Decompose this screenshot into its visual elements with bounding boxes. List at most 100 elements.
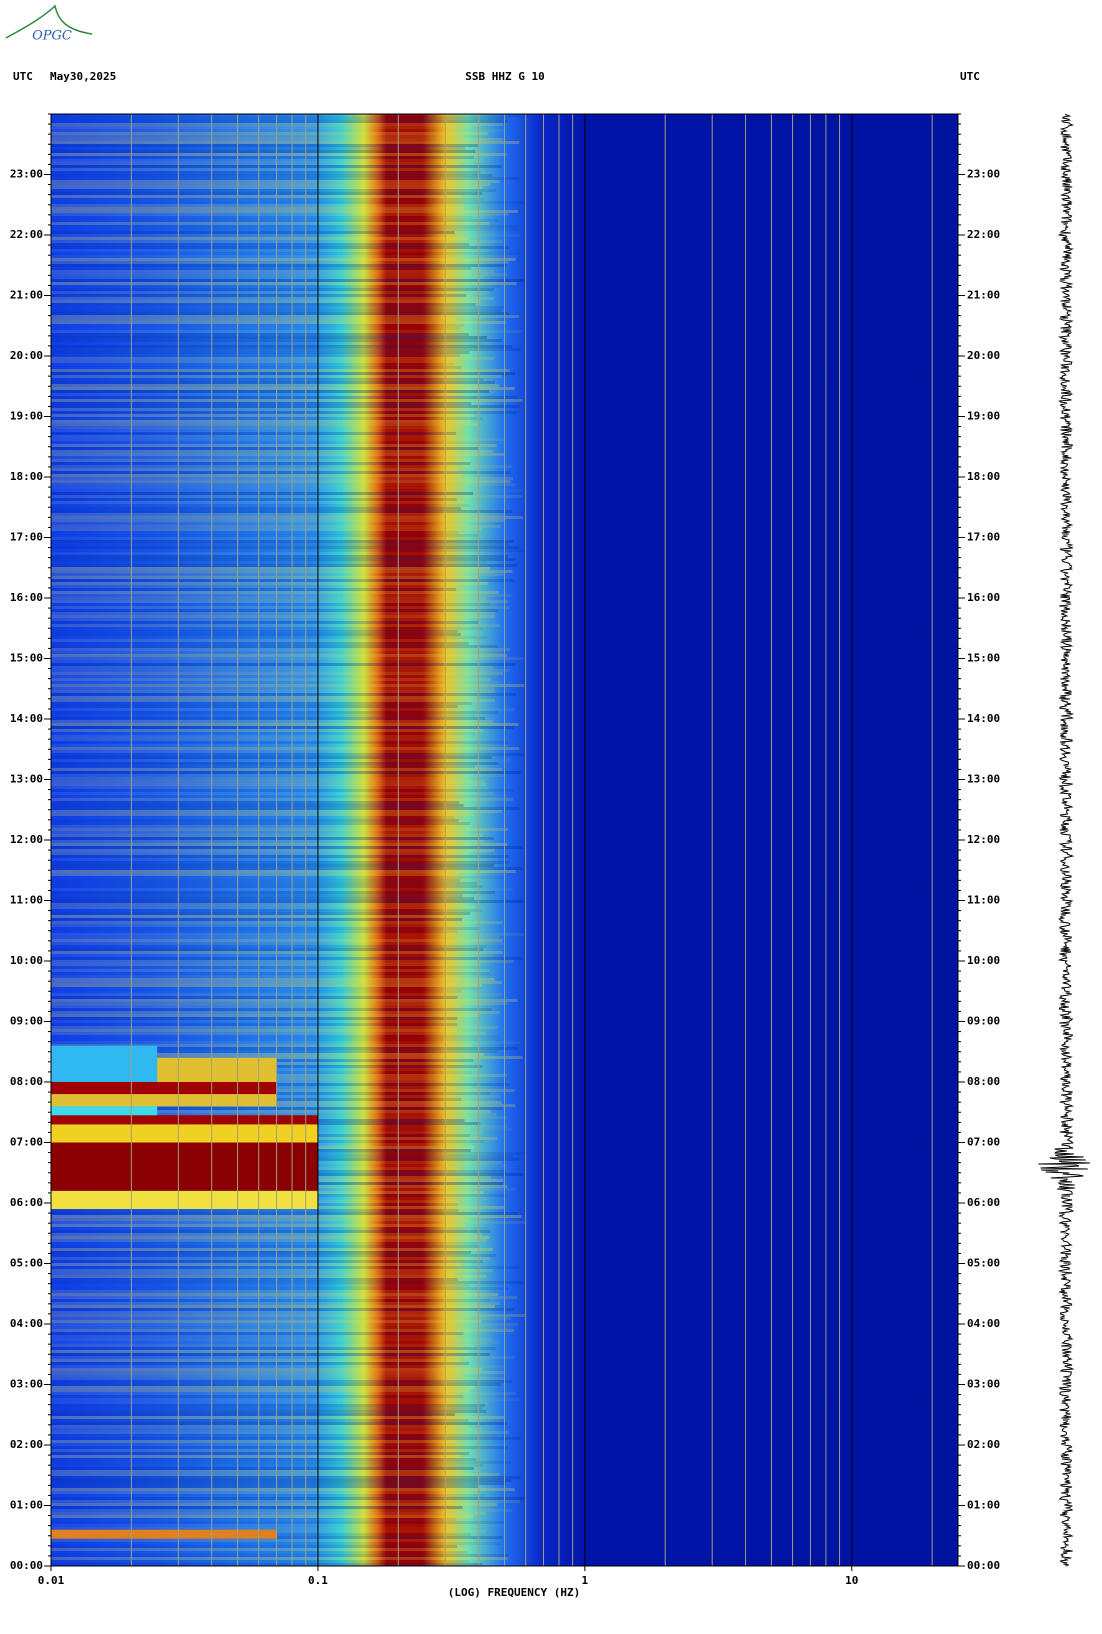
spectrogram-row bbox=[51, 729, 484, 732]
spectrogram-row bbox=[51, 249, 490, 252]
spectrogram-row bbox=[51, 288, 495, 291]
spectrogram-row bbox=[51, 930, 457, 933]
spectrogram-row bbox=[51, 306, 506, 309]
spectrogram-row bbox=[51, 843, 508, 846]
spectrogram-row bbox=[51, 1287, 509, 1290]
y-tick-label: 14:00 bbox=[10, 712, 43, 725]
logo: OPGC bbox=[5, 4, 93, 44]
spectrogram-row bbox=[51, 1002, 507, 1005]
spectrogram-row bbox=[51, 1296, 518, 1299]
spectrogram-row bbox=[51, 1353, 490, 1356]
spectrogram-row bbox=[51, 1239, 487, 1242]
spectrogram-row bbox=[51, 372, 516, 375]
spectrogram-row bbox=[51, 1224, 466, 1227]
spectrogram-row bbox=[51, 345, 512, 348]
spectrogram-row bbox=[51, 1389, 470, 1392]
spectrogram-row bbox=[51, 471, 511, 474]
spectrogram-row bbox=[51, 243, 470, 246]
x-tick-label: 0.1 bbox=[308, 1574, 328, 1587]
y-tick-label: 04:00 bbox=[10, 1317, 43, 1330]
spectrogram-row bbox=[51, 933, 524, 936]
y-tick-label: 06:00 bbox=[967, 1196, 1000, 1209]
y-tick-label: 01:00 bbox=[967, 1499, 1000, 1512]
spectrogram-row bbox=[51, 465, 513, 468]
spectrogram-row bbox=[51, 246, 510, 249]
spectrogram-row bbox=[51, 1512, 486, 1515]
spectrogram-row bbox=[51, 1365, 505, 1368]
spectrogram-row bbox=[51, 135, 464, 138]
y-tick-label: 06:00 bbox=[10, 1196, 43, 1209]
spectrogram-row bbox=[51, 1242, 477, 1245]
spectrogram-row bbox=[51, 627, 483, 630]
spectrogram-row bbox=[51, 696, 477, 699]
spectrogram-row bbox=[51, 1023, 458, 1026]
spectrogram-row bbox=[51, 441, 500, 444]
spectrogram-row bbox=[51, 399, 523, 402]
spectrogram-row bbox=[51, 1554, 509, 1557]
right-label: UTC bbox=[960, 70, 980, 83]
spectrogram-row bbox=[51, 1050, 499, 1053]
spectrogram-row bbox=[51, 366, 461, 369]
spectrogram-row bbox=[51, 675, 477, 678]
seismogram bbox=[1038, 113, 1090, 1567]
spectrogram-row bbox=[51, 159, 485, 162]
spectrogram-row bbox=[51, 147, 466, 150]
spectrogram-row bbox=[51, 129, 505, 132]
spectrogram-row bbox=[51, 828, 508, 831]
y-tick-label: 08:00 bbox=[10, 1075, 43, 1088]
spectrogram-row bbox=[51, 1449, 464, 1452]
spectrogram-row bbox=[51, 1326, 513, 1329]
spectrogram-row bbox=[51, 957, 523, 960]
spectrogram-row bbox=[51, 1362, 470, 1365]
spectrogram-row bbox=[51, 1521, 504, 1524]
spectrogram-row bbox=[51, 1308, 515, 1311]
spectrogram-row bbox=[51, 741, 509, 744]
spectrogram-row bbox=[51, 171, 481, 174]
spectrogram-row bbox=[51, 1482, 506, 1485]
y-tick-label: 03:00 bbox=[10, 1378, 43, 1391]
spectrogram-row bbox=[51, 1011, 501, 1014]
spectrogram-row bbox=[51, 759, 511, 762]
spectrogram-row bbox=[51, 432, 456, 435]
spectrogram-row bbox=[51, 573, 504, 576]
spectrogram-row bbox=[51, 1335, 456, 1338]
y-tick-label: 21:00 bbox=[967, 289, 1000, 302]
spectrogram-row bbox=[51, 750, 460, 753]
spectrogram-row bbox=[51, 327, 461, 330]
spectrogram-row bbox=[51, 657, 524, 660]
spectrogram-row bbox=[51, 774, 506, 777]
spectrogram-row bbox=[51, 1359, 462, 1362]
spectrogram-row bbox=[51, 1356, 515, 1359]
spectrogram-row bbox=[51, 717, 486, 720]
spectrogram-row bbox=[51, 270, 495, 273]
spectrogram-row bbox=[51, 1212, 519, 1215]
spectrogram-row bbox=[51, 1341, 500, 1344]
spectrogram-row bbox=[51, 1329, 515, 1332]
spectrogram-row bbox=[51, 396, 518, 399]
spectrogram-row bbox=[51, 1398, 521, 1401]
spectrogram-row bbox=[51, 216, 473, 219]
y-tick-label: 18:00 bbox=[967, 470, 1000, 483]
spectrogram-row bbox=[51, 183, 491, 186]
y-tick-label: 23:00 bbox=[10, 168, 43, 181]
spectrogram-row bbox=[51, 1074, 507, 1077]
spectrogram-row bbox=[51, 114, 520, 117]
spectrogram-row bbox=[51, 1380, 513, 1383]
spectrogram-row bbox=[51, 1215, 522, 1218]
spectrogram-row bbox=[51, 312, 510, 315]
spectrogram-row bbox=[51, 315, 520, 318]
y-tick-label: 11:00 bbox=[10, 894, 43, 907]
spectrogram-row bbox=[51, 579, 515, 582]
spectrogram-row bbox=[51, 219, 499, 222]
spectrogram-row bbox=[51, 987, 482, 990]
spectrogram-row bbox=[51, 879, 461, 882]
event-band bbox=[51, 1115, 318, 1125]
spectrogram-row bbox=[51, 468, 459, 471]
spectrogram-row bbox=[51, 153, 507, 156]
spectrogram-row bbox=[51, 660, 458, 663]
spectrogram-row bbox=[51, 804, 464, 807]
spectrogram-row bbox=[51, 525, 501, 528]
spectrogram-row bbox=[51, 264, 507, 267]
spectrogram-row bbox=[51, 969, 490, 972]
spectrogram-row bbox=[51, 513, 505, 516]
